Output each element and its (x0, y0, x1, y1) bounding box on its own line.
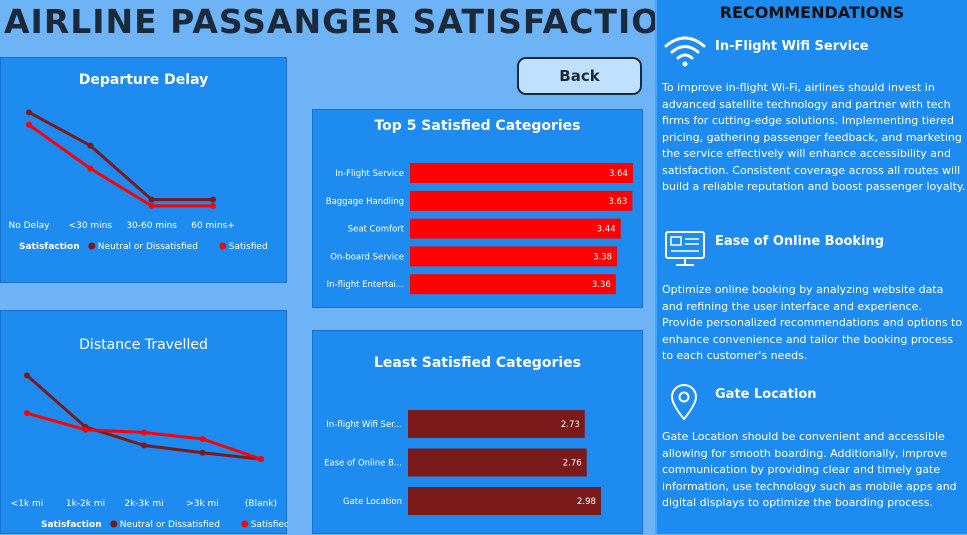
legend-entry: Neutral or Dissatisfied (120, 520, 220, 530)
distance-travelled-title: Distance Travelled (79, 337, 208, 353)
legend-entry: Neutral or Dissatisfied (98, 242, 198, 252)
rec-text-booking: Optimize online booking by analyzing web… (662, 283, 963, 362)
data-point (26, 121, 32, 128)
location-pin-icon (670, 384, 698, 421)
bar (410, 274, 616, 295)
x-tick-label: No Delay (9, 221, 51, 231)
x-tick-label: >3k mi (186, 499, 219, 509)
legend-marker (110, 520, 118, 528)
series-line-1 (26, 411, 262, 461)
top-satisfied-chart: In-Flight Service 3.64 Baggage Handling 3.6… (326, 163, 633, 295)
data-point (141, 442, 147, 449)
x-tick-label: <30 mins (69, 221, 113, 231)
wifi-icon (664, 36, 706, 67)
least-satisfied-title: Least Satisfied Categories (374, 355, 581, 371)
category-label: Seat Comfort (348, 225, 405, 235)
rec-title-booking: Ease of Online Booking (715, 234, 885, 249)
least-satisfied-panel: Least Satisfied Categories In-flight Wif… (312, 330, 643, 534)
data-label: 3.38 (593, 252, 612, 262)
category-label: In-flight Entertai... (327, 280, 404, 290)
x-tick-label: 1k-2k mi (66, 499, 105, 509)
x-tick-label: <1k mi (11, 499, 44, 509)
least-satisfied-chart: In-flight Wifi Ser... 2.73 Ease of Online … (324, 410, 601, 515)
data-point (24, 410, 30, 417)
data-point (148, 196, 155, 203)
distance-travelled-chart: <1k mi 1k-2k mi 2k-3k mi >3k mi (Blank) Satis… (11, 372, 288, 530)
data-point (24, 372, 30, 379)
category-label: Gate Location (343, 497, 402, 507)
legend-entry: Satisfied (229, 242, 268, 252)
data-point (258, 456, 264, 463)
page-title: AIRLINE PASSANGER SATISFACTION (4, 2, 689, 41)
x-tick-label: (Blank) (245, 499, 277, 509)
bar (408, 410, 585, 438)
category-label: In-Flight Service (335, 169, 404, 179)
departure-delay-title: Departure Delay (78, 72, 209, 88)
legend-marker (88, 242, 96, 250)
data-label: 3.64 (609, 169, 628, 179)
data-point (87, 165, 94, 172)
top-satisfied-panel: Top 5 Satisfied Categories In-Flight Ser… (312, 109, 643, 308)
data-point (141, 429, 147, 436)
series-line-0 (28, 111, 213, 202)
top-satisfied-title: Top 5 Satisfied Categories (374, 118, 581, 134)
category-label: Baggage Handling (326, 197, 404, 207)
data-point (148, 202, 155, 209)
recommendations-panel: RECOMMENDATIONS In-Flight Wifi Service T… (655, 0, 967, 534)
data-point (199, 449, 206, 456)
data-label: 2.98 (577, 497, 596, 507)
data-label: 3.44 (597, 225, 616, 235)
distance-travelled-panel: Distance Travelled <1k mi 1k-2k mi 2k-3k m… (0, 310, 288, 534)
bar (408, 448, 587, 477)
data-label: 3.63 (608, 197, 627, 207)
rec-title-gate: Gate Location (715, 387, 817, 402)
data-label: 2.76 (563, 459, 582, 469)
data-point (82, 426, 89, 433)
data-point (210, 196, 216, 203)
bar (410, 163, 633, 183)
category-label: In-flight Wifi Ser... (326, 420, 402, 430)
data-point (87, 142, 94, 149)
data-label: 2.73 (561, 420, 580, 430)
bar (410, 246, 618, 267)
legend-entry: Satisfied (251, 520, 288, 530)
category-label: On-board Service (330, 252, 404, 262)
category-label: Ease of Online B... (324, 459, 402, 469)
back-button[interactable]: Back (517, 57, 642, 95)
departure-delay-chart: No Delay <30 mins 30-60 mins 60 mins+ Satisf… (9, 109, 268, 252)
departure-delay-panel: Departure Delay No Delay <30 mins 30-60 mi… (0, 57, 287, 283)
rec-title-wifi: In-Flight Wifi Service (715, 39, 869, 54)
data-point (26, 109, 32, 116)
data-point (199, 435, 206, 442)
data-label: 3.36 (592, 280, 611, 290)
legend-title: Satisfaction (19, 242, 80, 252)
bar (410, 218, 621, 239)
rec-text-gate: Gate Location should be convenient and a… (662, 430, 957, 509)
bar (408, 487, 601, 515)
online-booking-icon (665, 231, 705, 266)
rec-text-wifi: To improve in-flight Wi-Fi, airlines sho… (662, 81, 966, 193)
legend-marker (219, 242, 227, 250)
legend-title: Satisfaction (41, 520, 102, 530)
data-point (210, 202, 216, 209)
x-tick-label: 2k-3k mi (124, 499, 163, 509)
bar (410, 190, 633, 211)
series-line-1 (28, 123, 213, 208)
x-tick-label: 30-60 mins (126, 221, 177, 231)
legend-marker (241, 520, 249, 528)
recommendations-heading: RECOMMENDATIONS (719, 3, 905, 22)
x-tick-label: 60 mins+ (191, 221, 235, 231)
